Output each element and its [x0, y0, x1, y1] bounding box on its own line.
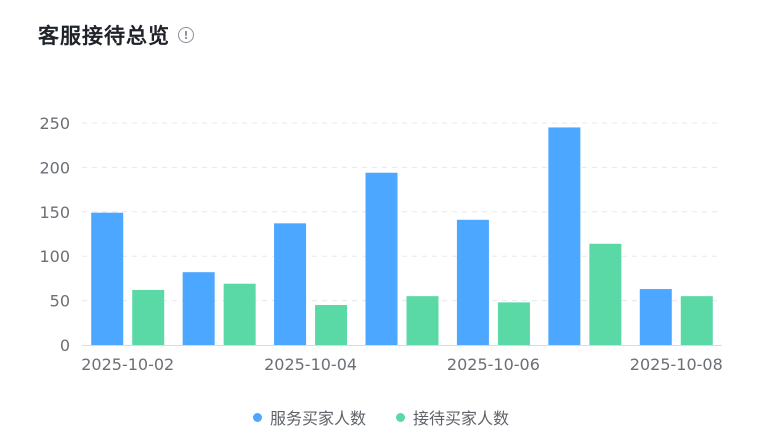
legend-dot-icon: [252, 412, 262, 422]
bar-reception: [589, 243, 622, 345]
legend-dot-icon: [396, 412, 405, 422]
y-tick-label: 0: [60, 336, 70, 355]
y-tick-label: 50: [50, 292, 70, 311]
x-tick-label: 2025-10-04: [264, 355, 357, 374]
chart-legend: 服务买家人数 接待买家人数: [0, 405, 762, 429]
x-tick-label: 2025-10-02: [81, 355, 174, 374]
y-tick-label: 150: [39, 203, 70, 222]
bar-service: [548, 127, 581, 345]
x-tick-label: 2025-10-06: [447, 355, 540, 374]
bar-reception: [315, 305, 348, 345]
legend-label: 接待买家人数: [413, 409, 510, 428]
x-tick-label: 2025-10-08: [630, 355, 723, 374]
chart-title: 客服接待总览: [38, 24, 170, 48]
bar-reception: [497, 302, 530, 345]
y-tick-label: 200: [39, 158, 70, 177]
legend-item[interactable]: 服务买家人数: [252, 405, 366, 429]
bar-reception: [223, 283, 256, 345]
chart-header: 客服接待总览 !: [38, 20, 194, 50]
bar-reception: [680, 296, 713, 345]
bar-service: [274, 223, 307, 345]
bar-service: [365, 172, 398, 345]
y-tick-label: 250: [39, 114, 70, 133]
info-circle-icon[interactable]: !: [178, 27, 194, 43]
bar-reception: [406, 296, 439, 345]
legend-item[interactable]: 接待买家人数: [396, 405, 509, 429]
bar-service: [456, 219, 489, 345]
bar-reception: [132, 289, 165, 345]
y-tick-label: 100: [39, 247, 70, 266]
bar-service: [182, 272, 215, 345]
legend-label: 服务买家人数: [269, 409, 366, 428]
bar-service: [639, 289, 672, 345]
bar-service: [91, 212, 124, 345]
